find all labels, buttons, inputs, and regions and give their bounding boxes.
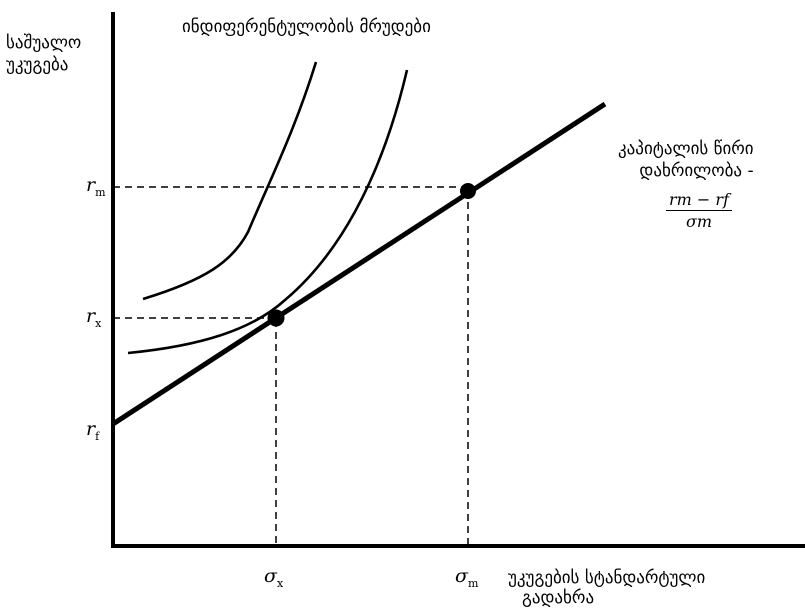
slope-denominator: σm bbox=[685, 212, 713, 231]
slope-label-line2: დახრილობა - bbox=[639, 161, 754, 181]
slope-formula: rm − rf σm bbox=[666, 190, 732, 231]
tick-sigma-x: σx bbox=[264, 565, 284, 590]
slope-numerator: rm − rf bbox=[666, 190, 732, 211]
capital-line-slope-label: კაპიტალის წირი დახრილობა - bbox=[618, 138, 754, 182]
tick-r-m: rm bbox=[86, 174, 106, 199]
indifference-curve-upper bbox=[142, 61, 318, 301]
indifference-curves-title: ინდიფერენტულობის მრუდები bbox=[182, 17, 431, 37]
x-axis-label-line1: უკუგების სტანდარტული bbox=[508, 568, 706, 588]
indifference-curve-lower bbox=[127, 69, 409, 355]
y-axis-label-line2: უკუგება bbox=[6, 55, 69, 75]
tick-r-x: rx bbox=[86, 305, 102, 330]
x-axis-label-line2: გადახრა bbox=[522, 588, 595, 608]
slope-label-line1: კაპიტალის წირი bbox=[618, 139, 754, 159]
tick-r-f: rf bbox=[86, 418, 100, 443]
tick-sigma-m: σm bbox=[455, 565, 479, 590]
y-axis-label: საშუალო უკუგება bbox=[6, 32, 81, 76]
optimal-portfolio-point bbox=[267, 309, 285, 327]
y-axis-label-line1: საშუალო bbox=[6, 33, 82, 53]
x-axis-label: უკუგების სტანდარტული გადახრა bbox=[508, 568, 705, 608]
market-portfolio-point bbox=[460, 183, 476, 199]
capital-market-line bbox=[111, 101, 607, 427]
